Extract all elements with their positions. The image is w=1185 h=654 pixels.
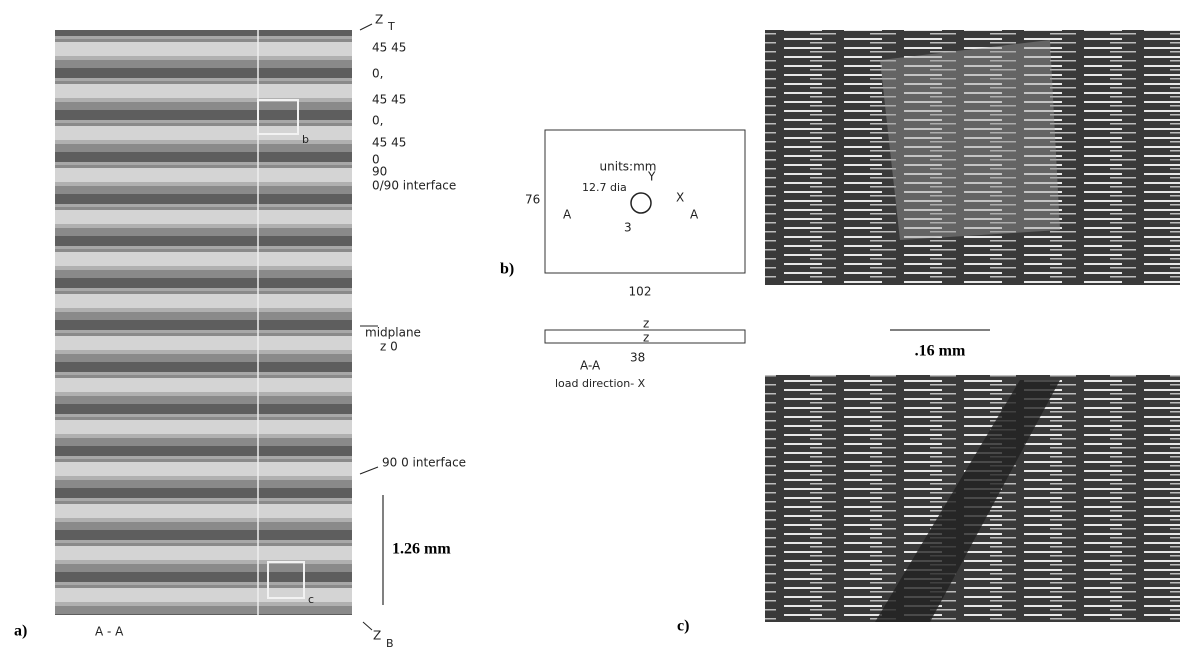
box-label: b [302, 133, 309, 146]
z-bottom: Z [373, 629, 381, 643]
ply-label: 45 45 [372, 136, 406, 150]
plate [545, 130, 745, 273]
micrograph-a [55, 30, 352, 615]
ply-label: 0, [372, 114, 383, 128]
height-dim: 76 [525, 193, 540, 207]
hole-label: 12.7 dia [582, 181, 627, 194]
box-label: c [308, 593, 314, 606]
width-dim: 102 [629, 285, 652, 299]
z-bottom-sub: B [386, 637, 394, 650]
figure: b c Z T 45 450,45 450,45 45090 0/90 inte… [0, 0, 1185, 654]
panel-label: b) [500, 261, 514, 278]
ply-label: 45 45 [372, 41, 406, 55]
ply-label: 90 [372, 165, 387, 179]
ply-label: 45 45 [372, 93, 406, 107]
thickness-dim: 38 [630, 351, 645, 365]
y-axis: Y [647, 170, 656, 184]
panel-label: a) [14, 623, 27, 640]
hole [631, 193, 651, 213]
load-label: load direction- X [555, 377, 646, 390]
interface-bottom: 90 0 interface [382, 456, 466, 470]
arrow [363, 622, 372, 630]
z-top: z [643, 317, 649, 331]
scale-label: 1.26 mm [392, 541, 451, 558]
z-top: Z [375, 13, 383, 27]
z-zero: z 0 [380, 340, 398, 354]
arrow [360, 467, 378, 474]
offset-dim: 3 [624, 221, 632, 235]
panel-label: c) [677, 618, 689, 635]
page: b c Z T 45 450,45 450,45 45090 0/90 inte… [0, 0, 1185, 654]
section-label: A-A [580, 359, 601, 373]
interface-top: 0/90 interface [372, 179, 456, 193]
section-mark: A [563, 208, 572, 222]
z-top-sub: T [387, 20, 395, 33]
midplane: midplane [365, 326, 421, 340]
kink-band [880, 40, 1060, 240]
x-axis: X [676, 191, 684, 205]
section-label: A - A [95, 625, 124, 639]
section-mark: A [690, 208, 699, 222]
arrow [360, 24, 372, 30]
ply-label: 0, [372, 67, 383, 81]
z-bottom: z [643, 331, 649, 345]
scale-label: .16 mm [915, 343, 966, 360]
